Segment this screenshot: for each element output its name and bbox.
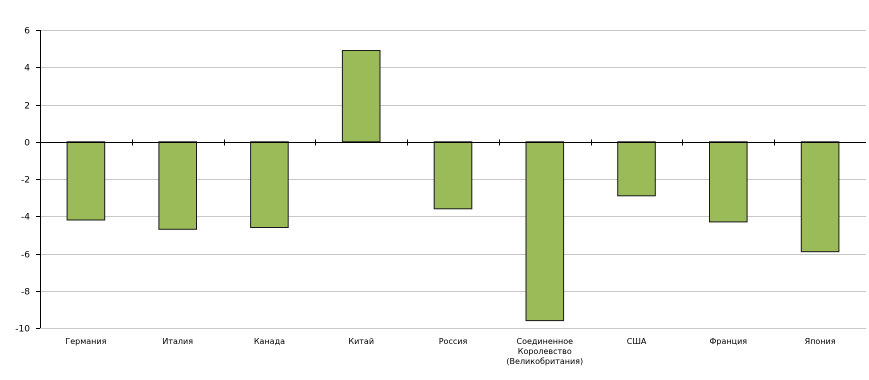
y-tick-label: 2 — [24, 102, 30, 112]
x-category-label: США — [627, 337, 647, 346]
x-category-label: Канада — [254, 337, 285, 346]
bar — [617, 141, 656, 197]
bar — [66, 141, 106, 221]
y-tick-label: 0 — [24, 139, 30, 149]
y-tick-labels: 6 4 2 0 -2 -4 -6 -8 -10 — [15, 27, 30, 335]
bars — [66, 50, 840, 322]
bar — [525, 141, 565, 322]
bar — [341, 50, 381, 143]
bar — [250, 141, 289, 228]
bar — [158, 141, 197, 230]
x-category-label: Китай — [348, 337, 374, 346]
y-tick-label: -10 — [15, 325, 30, 335]
y-tick-label: -6 — [21, 251, 30, 261]
x-category-label: Франция — [710, 337, 748, 346]
bar — [709, 141, 748, 223]
bar — [433, 141, 473, 210]
x-category-labels: Германия Италия Канада Китай Россия Соединенн… — [65, 337, 835, 366]
x-category-label: Япония — [805, 337, 836, 346]
y-tick-label: 6 — [24, 27, 30, 37]
y-tick-label: 4 — [24, 64, 30, 74]
bar — [800, 141, 840, 253]
y-tick-label: -2 — [21, 176, 30, 186]
y-tick-label: -8 — [21, 288, 30, 298]
y-tick-label: -4 — [21, 213, 30, 223]
x-category-label: Россия — [439, 337, 468, 346]
x-category-label: Соединенное Королевство (Великобритания) — [506, 337, 583, 366]
axes — [36, 30, 866, 329]
x-category-label: Италия — [162, 337, 193, 346]
x-category-label: Германия — [65, 337, 106, 346]
